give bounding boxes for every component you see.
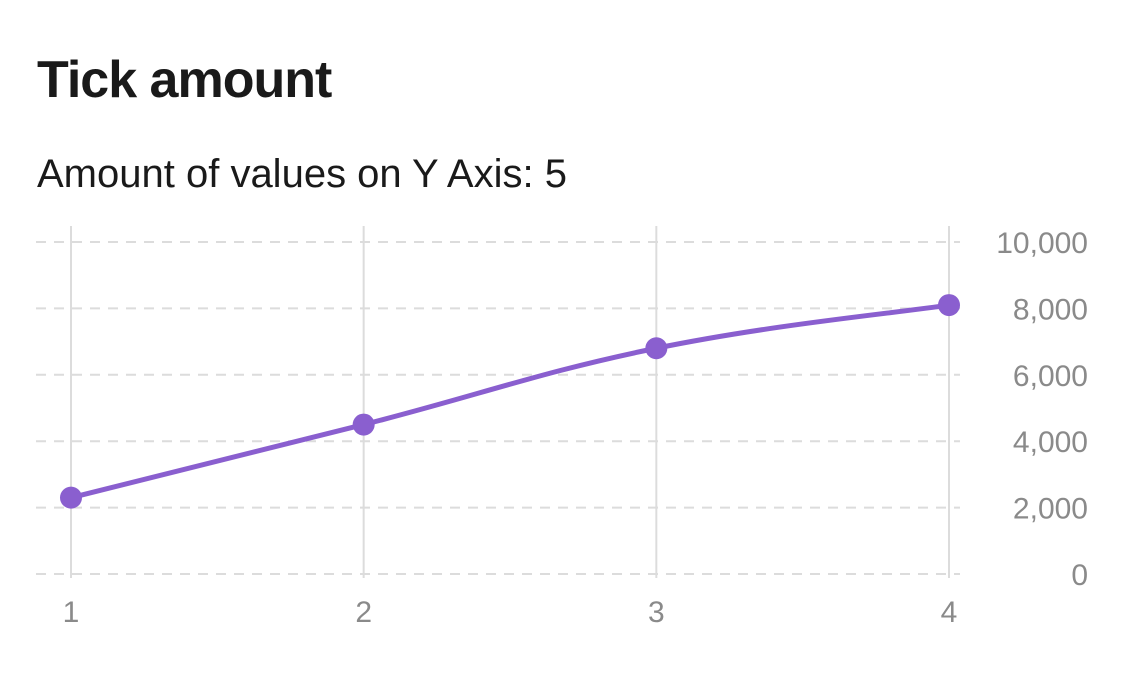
y-tick-label: 8,000 [1013,293,1088,326]
x-axis-tick-labels: 1 2 3 4 [63,596,958,629]
y-axis-tick-labels: 0 2,000 4,000 6,000 8,000 10,000 [996,227,1088,592]
x-tick-label: 3 [648,596,665,629]
vertical-gridlines [70,226,950,578]
data-point [645,337,668,360]
page-subtitle: Amount of values on Y Axis: 5 [37,152,567,196]
page-title: Tick amount [37,51,332,109]
data-point [938,294,960,317]
x-tick-label: 1 [63,596,80,629]
data-points [60,294,960,509]
y-tick-label: 2,000 [1013,493,1088,526]
series-line [68,302,952,501]
horizontal-gridlines [36,241,960,575]
y-tick-label: 4,000 [1013,426,1088,459]
data-point [60,486,82,509]
y-tick-label: 6,000 [1013,360,1088,393]
data-point [352,413,375,436]
y-tick-label: 0 [1071,559,1088,592]
y-tick-label: 10,000 [996,227,1088,260]
series-line-group [68,302,952,501]
x-tick-label: 4 [941,596,958,629]
x-tick-label: 2 [355,596,372,629]
